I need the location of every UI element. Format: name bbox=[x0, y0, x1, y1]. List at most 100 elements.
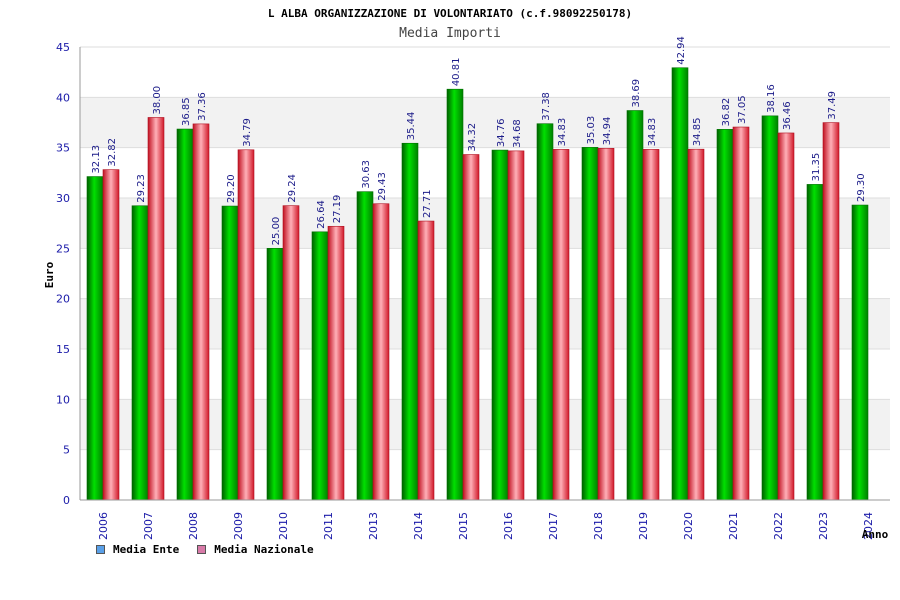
x-tick-label: 2018 bbox=[592, 512, 605, 540]
bar-media-ente bbox=[311, 231, 329, 501]
value-label: 34.68 bbox=[512, 119, 523, 148]
bar-media-ente bbox=[761, 115, 779, 501]
value-label: 38.00 bbox=[152, 86, 163, 115]
y-tick-label: 10 bbox=[56, 393, 70, 406]
value-label: 32.13 bbox=[91, 145, 102, 174]
bar-media-ente bbox=[671, 67, 689, 501]
bar-media-ente bbox=[581, 147, 599, 501]
bar-media-ente bbox=[491, 149, 509, 501]
x-tick-label: 2022 bbox=[772, 512, 785, 540]
value-label: 37.05 bbox=[737, 95, 748, 124]
bar-media-nazionale bbox=[597, 147, 615, 501]
gridlines bbox=[80, 46, 890, 501]
value-label: 42.94 bbox=[676, 36, 687, 65]
grid-band bbox=[80, 198, 890, 249]
value-label: 27.19 bbox=[332, 195, 343, 224]
legend: Media Ente Media Nazionale bbox=[96, 543, 314, 556]
x-tick-label: 2011 bbox=[322, 512, 335, 540]
value-label: 34.83 bbox=[557, 118, 568, 147]
value-label: 38.16 bbox=[766, 84, 777, 113]
bar-media-nazionale bbox=[237, 149, 255, 501]
bar-media-ente bbox=[86, 176, 104, 501]
bar-media-ente bbox=[626, 110, 644, 501]
value-label: 25.00 bbox=[271, 217, 282, 246]
legend-label-media-nazionale: Media Nazionale bbox=[214, 543, 314, 556]
x-tick-label: 2006 bbox=[97, 512, 110, 540]
y-tick-label: 15 bbox=[56, 343, 70, 356]
value-label: 34.83 bbox=[647, 118, 658, 147]
value-label: 34.76 bbox=[496, 118, 507, 147]
value-label: 31.35 bbox=[811, 153, 822, 182]
legend-label-media-ente: Media Ente bbox=[113, 543, 180, 556]
legend-item-media-nazionale: Media Nazionale bbox=[197, 543, 314, 556]
value-label: 29.43 bbox=[377, 172, 388, 201]
bar-media-ente bbox=[716, 129, 734, 501]
bar-media-ente bbox=[806, 184, 824, 501]
x-tick-label: 2008 bbox=[187, 512, 200, 540]
chart-subtitle: Media Importi bbox=[399, 26, 501, 41]
x-tick-label: 2013 bbox=[367, 512, 380, 540]
value-label: 26.64 bbox=[316, 200, 327, 229]
grid-bands bbox=[80, 47, 890, 500]
y-tick-label: 25 bbox=[56, 242, 70, 255]
value-label: 36.85 bbox=[181, 97, 192, 126]
bar-media-nazionale bbox=[372, 203, 390, 501]
legend-swatch-media-nazionale bbox=[197, 545, 207, 554]
bar-media-nazionale bbox=[417, 220, 435, 501]
x-axis-ticks: 2006 2007 2008 2009 2010 2011 2013 2014 2015 2016… bbox=[97, 512, 875, 540]
bar-media-nazionale bbox=[147, 117, 165, 501]
bar-media-nazionale bbox=[462, 154, 480, 501]
y-tick-label: 20 bbox=[56, 293, 70, 306]
value-label: 29.30 bbox=[856, 173, 867, 202]
bar-media-nazionale bbox=[507, 150, 525, 501]
legend-swatch-media-ente bbox=[96, 545, 105, 554]
chart-title: L ALBA ORGANIZZAZIONE DI VOLONTARIATO (c… bbox=[268, 7, 632, 20]
bar-media-nazionale bbox=[687, 148, 705, 501]
x-tick-label: 2009 bbox=[232, 512, 245, 540]
value-label: 38.69 bbox=[631, 79, 642, 108]
y-axis-label: Euro bbox=[43, 261, 56, 288]
value-labels: 32.13 32.82 29.23 38.00 36.85 37.36 29.20 34.79… bbox=[91, 36, 867, 245]
bar-media-nazionale bbox=[552, 149, 570, 501]
x-axis-label: Anno bbox=[862, 528, 889, 541]
x-tick-label: 2015 bbox=[457, 512, 470, 540]
bar-media-ente bbox=[176, 128, 194, 501]
x-tick-label: 2016 bbox=[502, 512, 515, 540]
bar-media-nazionale bbox=[192, 123, 210, 501]
grid-band bbox=[80, 47, 890, 98]
bars bbox=[86, 67, 869, 501]
value-label: 37.49 bbox=[827, 91, 838, 120]
grid-band bbox=[80, 449, 890, 500]
value-label: 37.36 bbox=[197, 92, 208, 121]
bar-media-ente bbox=[131, 205, 149, 501]
legend-item-media-ente: Media Ente bbox=[96, 543, 179, 556]
value-label: 32.82 bbox=[107, 138, 118, 167]
grid-band bbox=[80, 349, 890, 400]
y-axis-ticks: 0 5 10 15 20 25 30 35 40 45 bbox=[56, 41, 70, 507]
value-label: 40.81 bbox=[451, 58, 462, 87]
bar-media-nazionale bbox=[102, 169, 120, 501]
bar-media-ente bbox=[536, 123, 554, 501]
y-tick-label: 5 bbox=[63, 444, 70, 457]
bar-media-nazionale bbox=[732, 126, 750, 501]
bar-media-ente bbox=[356, 191, 374, 501]
value-label: 37.38 bbox=[541, 92, 552, 121]
value-label: 35.44 bbox=[406, 112, 417, 141]
grid-band bbox=[80, 298, 890, 349]
value-label: 29.23 bbox=[136, 174, 147, 203]
x-tick-label: 2007 bbox=[142, 512, 155, 540]
value-label: 30.63 bbox=[361, 160, 372, 189]
bar-media-nazionale bbox=[282, 205, 300, 501]
bar-media-ente bbox=[221, 205, 239, 501]
y-tick-label: 45 bbox=[56, 41, 70, 54]
grid-band bbox=[80, 97, 890, 148]
value-label: 35.03 bbox=[586, 116, 597, 145]
y-tick-label: 30 bbox=[56, 192, 70, 205]
value-label: 29.24 bbox=[287, 174, 298, 203]
bar-media-nazionale bbox=[777, 132, 795, 501]
bar-media-ente bbox=[266, 248, 284, 501]
x-tick-label: 2010 bbox=[277, 512, 290, 540]
x-tick-label: 2023 bbox=[817, 512, 830, 540]
x-tick-label: 2024 bbox=[862, 512, 875, 540]
